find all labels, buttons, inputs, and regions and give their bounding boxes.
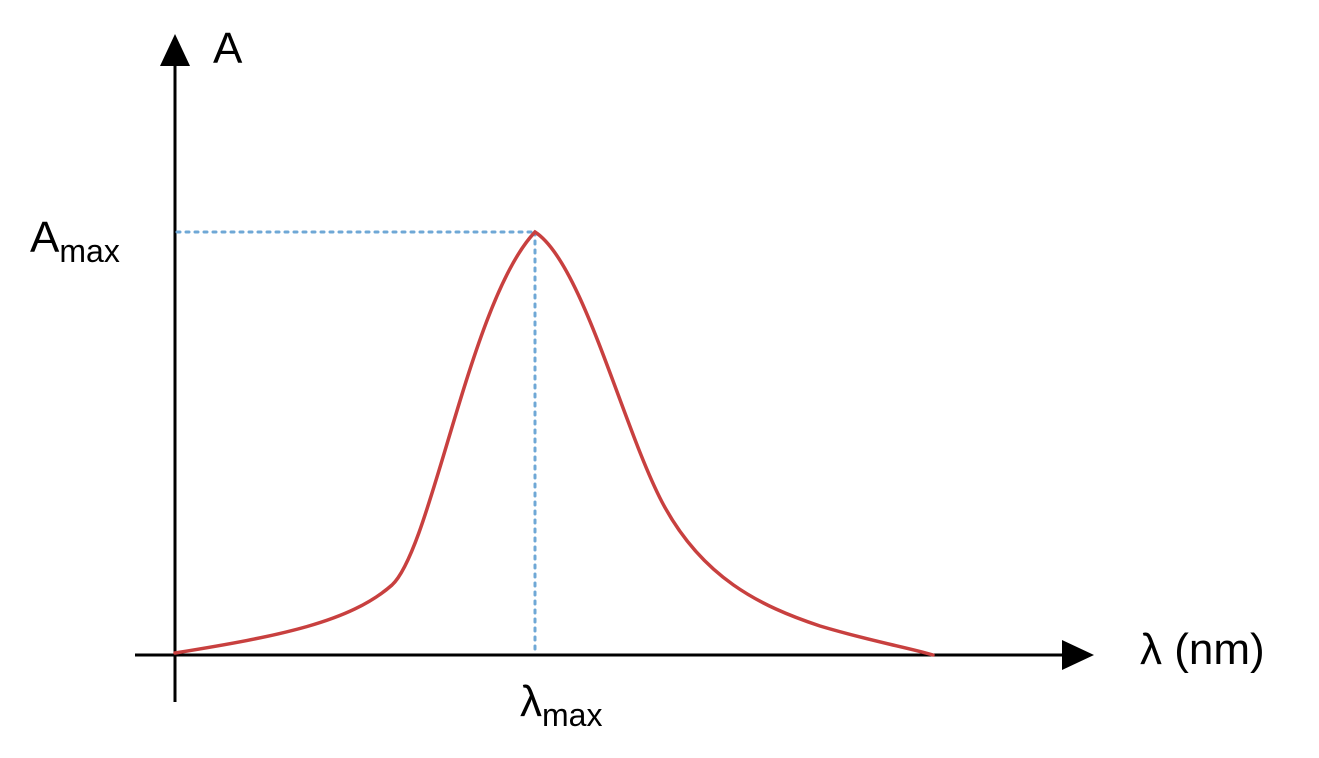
absorption-curve (173, 229, 935, 657)
x-axis-arrow (1062, 640, 1094, 670)
lambda-max-sub: max (542, 697, 602, 733)
lambda-max-main: λ (520, 677, 542, 726)
lambda-max-label: λmax (520, 677, 602, 733)
y-axis-label: A (213, 24, 243, 73)
y-axis-arrow (160, 34, 190, 66)
a-max-label: Amax (30, 213, 120, 269)
a-max-main: A (30, 213, 60, 262)
x-axis-label: λ (nm) (1140, 625, 1265, 674)
a-max-sub: max (59, 233, 119, 269)
